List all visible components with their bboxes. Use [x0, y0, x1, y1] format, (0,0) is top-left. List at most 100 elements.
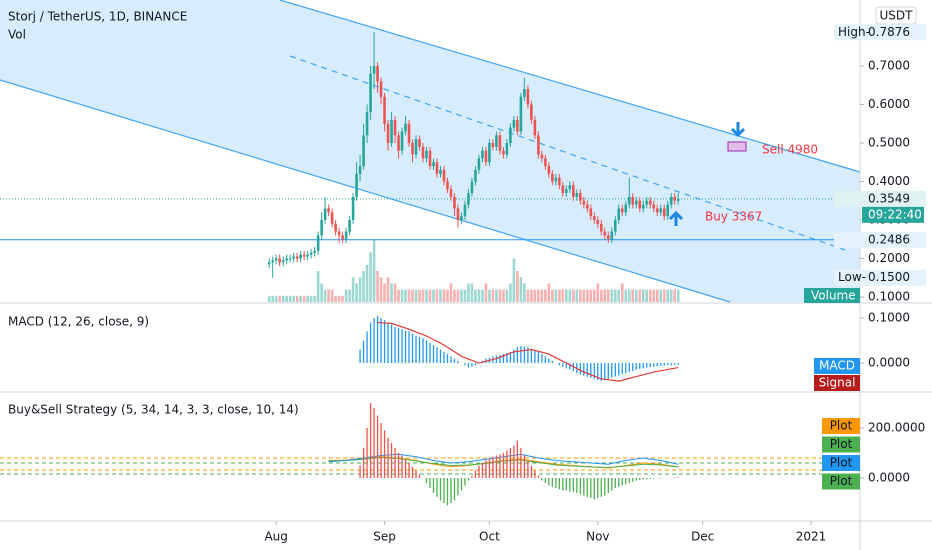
candle-body — [498, 135, 502, 151]
volume-bar — [659, 289, 663, 302]
volume-bar — [267, 295, 271, 302]
candle-body — [355, 173, 358, 197]
volume-bar — [362, 271, 365, 302]
volume-bar — [411, 289, 414, 302]
volume-bar — [579, 289, 582, 302]
candle-body — [484, 150, 488, 163]
candle-body — [323, 208, 327, 220]
candle-body — [669, 196, 673, 205]
volume-bar — [631, 289, 635, 302]
volume-bar — [453, 289, 456, 302]
volume-bar — [449, 283, 453, 302]
volume-bar — [320, 283, 323, 302]
candle-body — [428, 150, 432, 167]
countdown-box — [862, 206, 924, 223]
volume-bar — [544, 289, 547, 302]
volume-bar — [669, 289, 673, 302]
candle-body — [460, 216, 463, 220]
volume-bar — [582, 289, 586, 302]
candle-body — [442, 169, 446, 182]
volume-bar — [645, 289, 649, 302]
volume-bar — [393, 283, 397, 302]
volume-bar — [509, 283, 512, 302]
volume-bar — [316, 271, 320, 302]
candle-body — [530, 104, 533, 120]
candle-body — [362, 135, 365, 167]
high-price: High-0.7876 — [834, 24, 926, 41]
low-price-value: 0.1500 — [868, 270, 910, 284]
volume-bar — [586, 289, 589, 302]
candle-body — [575, 193, 579, 197]
volume-bar — [533, 289, 537, 302]
volume-bar — [554, 289, 558, 302]
legend-box — [822, 473, 860, 490]
volume-bar — [460, 289, 463, 302]
volume-bar — [281, 295, 285, 302]
currency-box[interactable] — [875, 6, 917, 25]
buy-arrow — [668, 210, 684, 226]
volume-bar — [558, 289, 561, 302]
candle-body — [421, 146, 425, 159]
last-price-value: 0.3549 — [868, 191, 910, 205]
volume-bar — [593, 289, 596, 302]
volume-bar — [397, 289, 400, 302]
candle-body — [299, 254, 302, 259]
volume-bar — [648, 289, 652, 302]
volume-bar — [589, 289, 593, 302]
volume-bar — [334, 295, 337, 302]
candle-body — [551, 173, 554, 182]
candle-body — [505, 142, 509, 155]
candle-body — [676, 198, 680, 201]
legend-box — [822, 455, 860, 471]
volume-bar — [323, 289, 327, 302]
candle-body — [523, 89, 526, 97]
volume-bar — [603, 289, 607, 302]
candle-body — [274, 258, 278, 261]
countdown: 09:22:40 — [868, 207, 922, 221]
legend-label: Signal — [819, 376, 856, 390]
volume-bar — [414, 289, 418, 302]
low-price-box — [834, 269, 926, 286]
volume-bar — [278, 295, 281, 302]
volume-bar — [652, 289, 656, 302]
candle-body — [488, 142, 491, 163]
currency[interactable]: USDT — [880, 9, 914, 23]
volume-bar — [306, 295, 309, 302]
candle-body — [558, 177, 561, 186]
candle-body — [544, 158, 547, 167]
volume-bar — [341, 295, 344, 302]
channel-middle — [289, 55, 846, 251]
candle-body — [509, 127, 512, 143]
legend-label: MACD — [819, 359, 855, 373]
candle-body — [432, 162, 435, 167]
volume-bar — [295, 295, 299, 302]
candle-body — [568, 185, 572, 190]
candle-body — [313, 250, 316, 253]
volume-bar — [439, 289, 442, 302]
candle-body — [327, 208, 330, 213]
volume-bar — [379, 277, 383, 302]
volume-bar — [421, 289, 425, 302]
volume-bar — [641, 289, 645, 302]
candle-body — [502, 150, 505, 155]
volume-bar — [309, 295, 313, 302]
candle-body — [631, 196, 635, 205]
volume-bar — [638, 289, 642, 302]
volume-bar — [606, 289, 610, 302]
candle-body — [579, 193, 582, 201]
volume-bar — [467, 283, 470, 302]
volume-bar — [565, 289, 568, 302]
candle-body — [435, 162, 439, 174]
candle-body — [582, 200, 586, 205]
candle-body — [516, 119, 519, 132]
candle-body — [537, 135, 540, 155]
candle-body — [593, 216, 596, 220]
buy-annotation: Buy 3367 — [705, 210, 762, 224]
candle-body — [449, 189, 453, 197]
y-tick-label: 0.1000 — [868, 310, 910, 324]
volume-label-box — [804, 288, 860, 303]
volume-bar — [676, 289, 680, 302]
candle-body — [453, 196, 456, 209]
y-tick-label: 0.0000 — [868, 356, 910, 370]
legend-box — [814, 358, 860, 374]
